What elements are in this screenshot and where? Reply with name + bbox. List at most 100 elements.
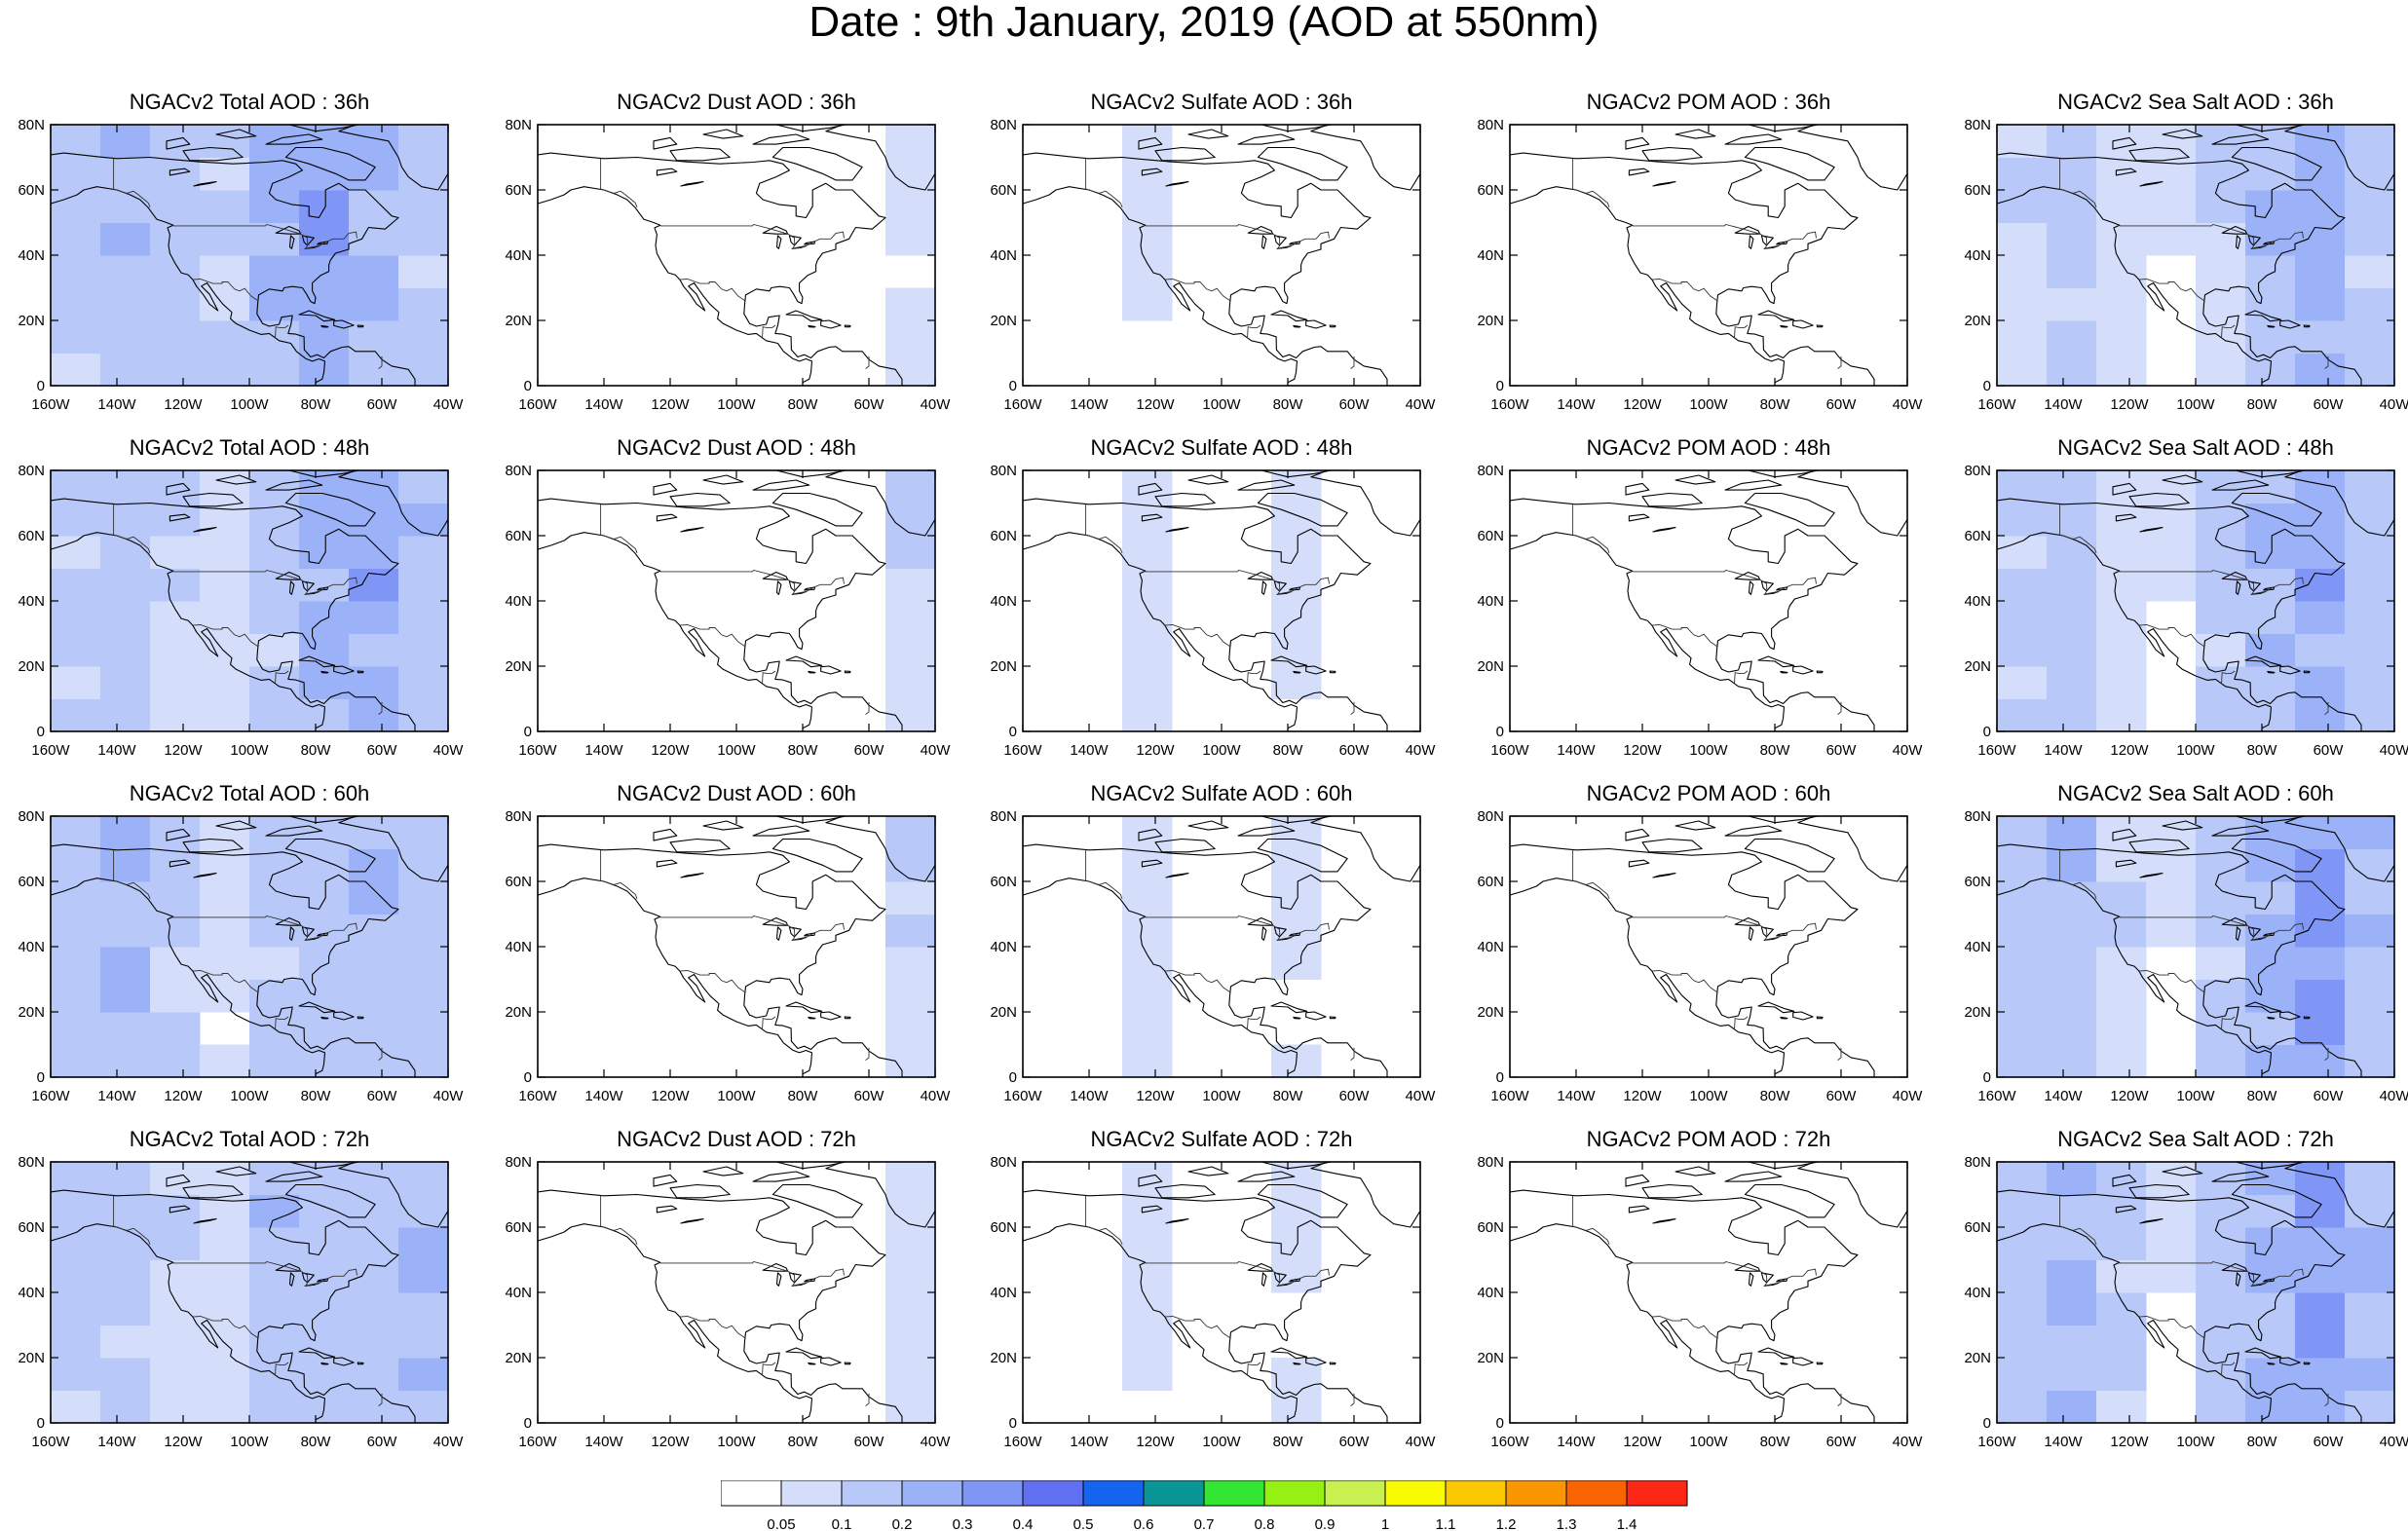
aod-cell <box>1997 255 2048 288</box>
coastline-island <box>785 1347 823 1360</box>
coastline-island <box>1237 133 1296 145</box>
aod-cell <box>1997 470 2048 504</box>
aod-cell <box>2295 1358 2346 1391</box>
y-tick-label: 40N <box>1477 247 1504 264</box>
y-tick-label: 20N <box>1477 313 1504 329</box>
aod-cell <box>200 1325 250 1359</box>
coastline-island <box>2128 492 2190 507</box>
coastline-island <box>2303 1016 2311 1020</box>
y-tick-label: 80N <box>1964 463 1991 479</box>
aod-cell <box>2047 666 2097 699</box>
y-tick-label: 20N <box>1477 1004 1504 1021</box>
coastline-island <box>1154 492 1216 507</box>
panel-title: NGACv2 POM AOD : 48h <box>1586 435 1831 460</box>
y-tick-label: 0 <box>1983 1069 1991 1086</box>
aod-cell <box>100 1358 151 1391</box>
coastline-island <box>2279 319 2301 329</box>
political-border <box>2221 324 2236 339</box>
x-tick-label: 120W <box>2110 742 2149 759</box>
coastline-island <box>1187 1166 1229 1176</box>
aod-cell <box>2245 979 2296 1013</box>
x-tick-label: 40W <box>1406 396 1437 413</box>
coastline-island <box>656 1205 678 1214</box>
aod-cell <box>2146 568 2197 602</box>
map-plot: 160W 140W 120W 100W 80W 60W 40W 0 20N 40N 60N 80N <box>1477 463 1924 759</box>
aod-cell <box>885 1044 935 1077</box>
y-tick-label: 60N <box>505 1219 532 1236</box>
political-border <box>1734 1362 1749 1376</box>
x-tick-label: 60W <box>367 1088 398 1104</box>
coastline-greenland <box>2284 816 2394 882</box>
aod-cell <box>349 1292 399 1326</box>
aod-cell <box>349 1162 399 1195</box>
panel-title: NGACv2 Total AOD : 60h <box>129 781 370 805</box>
aod-cell <box>150 979 201 1013</box>
coastline <box>1023 1189 1388 1423</box>
aod-cell <box>2295 125 2346 158</box>
coastline-island <box>680 1218 704 1224</box>
coastline-island <box>1293 1016 1301 1020</box>
x-tick-label: 40W <box>1893 742 1924 759</box>
coastline-island <box>2112 1174 2137 1187</box>
aod-cell <box>299 1012 350 1045</box>
aod-cell <box>2295 190 2346 223</box>
aod-cell <box>51 157 101 191</box>
aod-cell <box>100 503 151 537</box>
aod-cell <box>885 698 935 731</box>
x-tick-label: 140W <box>584 742 623 759</box>
coastline-island <box>762 1262 789 1272</box>
aod-cell <box>2047 881 2097 915</box>
coastline-island <box>1757 1001 1795 1014</box>
coastline <box>1023 843 1388 1077</box>
y-tick-label: 60N <box>18 182 45 199</box>
coastline-island <box>275 1262 302 1272</box>
coastline-island <box>653 482 678 496</box>
coastline-island <box>2235 580 2241 595</box>
coastline-island <box>1237 825 1296 837</box>
y-tick-label: 40N <box>18 1285 45 1301</box>
x-tick-label: 60W <box>2314 1088 2345 1104</box>
coastline-island <box>2231 146 2322 181</box>
y-tick-label: 80N <box>1477 117 1504 133</box>
colorbar-swatch <box>1324 1480 1386 1507</box>
coastline-island <box>1138 136 1163 150</box>
aod-cell <box>2345 287 2394 321</box>
political-border <box>192 970 259 993</box>
coastline-island <box>1154 146 1216 162</box>
aod-cell <box>1997 222 2048 256</box>
coastline-island <box>680 181 704 187</box>
map-content <box>51 816 448 1077</box>
coastline-island <box>275 571 302 580</box>
y-tick-label: 0 <box>1496 1069 1504 1086</box>
coastline-island <box>2221 225 2248 235</box>
aod-cell <box>1271 633 1322 667</box>
coastline <box>1997 498 2362 731</box>
aod-cell <box>885 1162 935 1195</box>
x-tick-label: 160W <box>1490 1088 1529 1104</box>
coastline-island <box>1270 1001 1308 1014</box>
aod-cell <box>2295 1194 2346 1228</box>
aod-cell <box>150 320 201 354</box>
political-border <box>1350 701 1355 715</box>
y-tick-label: 0 <box>1496 378 1504 394</box>
colorbar-swatch <box>1565 1480 1628 1507</box>
aod-cell <box>200 287 250 321</box>
aod-cell <box>1122 666 1173 699</box>
map-plot: 160W 140W 120W 100W 80W 60W 40W 0 20N 40N 60N 80N <box>1964 1154 2408 1450</box>
coastline-island <box>265 133 323 145</box>
coastline-island <box>785 655 823 668</box>
x-tick-label: 80W <box>788 1434 819 1450</box>
coastline-island <box>1270 1347 1308 1360</box>
aod-cell <box>299 633 350 667</box>
coastline-island <box>1260 580 1267 595</box>
y-tick-label: 40N <box>505 593 532 610</box>
coastline-island <box>1165 873 1189 878</box>
aod-cell <box>1122 190 1173 223</box>
aod-cell <box>2345 1259 2394 1293</box>
aod-cell <box>2096 1292 2147 1326</box>
y-tick-label: 80N <box>1964 1154 1991 1171</box>
coastline-island <box>169 513 191 522</box>
aod-cell <box>2096 568 2147 602</box>
coastline-island <box>1329 1362 1336 1365</box>
y-tick-label: 60N <box>1477 528 1504 544</box>
